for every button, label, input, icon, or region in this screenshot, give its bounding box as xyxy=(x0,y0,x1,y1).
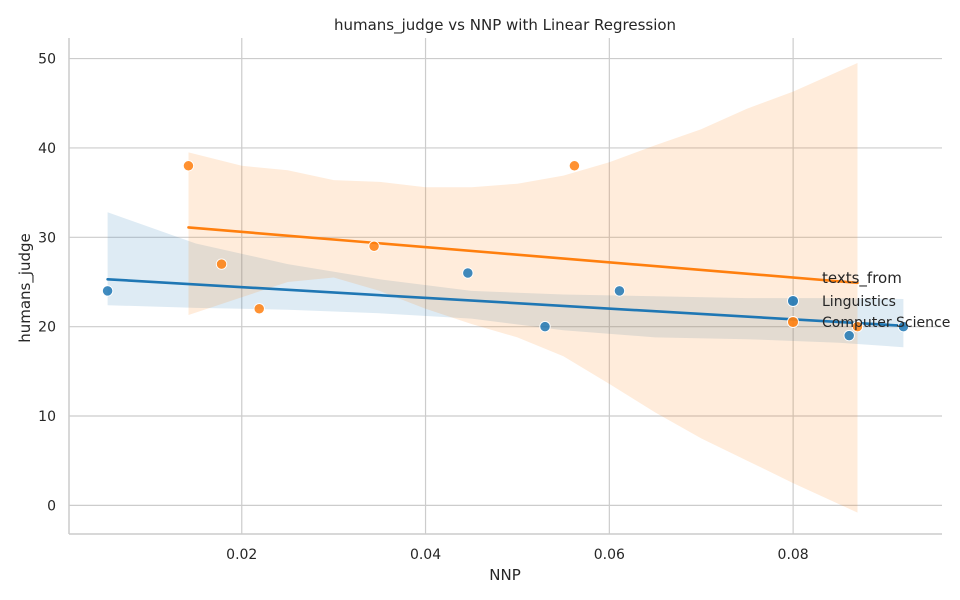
linguistics-data-point xyxy=(539,321,551,333)
tick-labels: 0.02 0.04 0.06 0.08 0 10 20 30 40 50 xyxy=(38,52,809,563)
x-tick-label: 0.08 xyxy=(778,547,809,563)
y-tick-label: 50 xyxy=(38,52,56,68)
legend-label-linguistics: Linguistics xyxy=(822,294,896,310)
computer-science-data-point xyxy=(253,303,265,315)
legend-label-computer-science: Computer Science xyxy=(822,315,950,331)
linguistics-data-point xyxy=(101,285,114,297)
legend-marker-computer-science xyxy=(787,316,799,328)
computer-science-data-point xyxy=(182,160,195,172)
y-tick-label: 10 xyxy=(38,409,56,425)
x-tick-label: 0.06 xyxy=(594,547,625,563)
computer-science-data-point xyxy=(568,160,581,172)
linguistics-data-point xyxy=(897,321,910,333)
computer-science-data-point xyxy=(215,258,228,270)
y-tick-label: 30 xyxy=(38,230,56,246)
chart-title: humans_judge vs NNP with Linear Regressi… xyxy=(334,16,676,35)
y-tick-label: 40 xyxy=(38,141,56,157)
computer-science-regression-line xyxy=(187,226,859,285)
y-tick-label: 0 xyxy=(47,498,56,514)
computer-science-data-point xyxy=(368,240,380,252)
axes-spines xyxy=(68,38,942,535)
legend-marker-linguistics xyxy=(787,295,799,307)
linguistics-data-point xyxy=(843,329,855,342)
regression-lines xyxy=(106,226,905,328)
y-axis-label: humans_judge xyxy=(16,233,35,343)
legend-title: texts_from xyxy=(822,269,902,288)
computer-science-confidence-band xyxy=(188,63,858,513)
x-tick-label: 0.02 xyxy=(226,547,257,563)
grid xyxy=(69,38,942,534)
x-tick-label: 0.04 xyxy=(410,547,441,563)
scatter-points xyxy=(101,160,910,342)
x-axis-label: NNP xyxy=(489,566,521,584)
computer-science-data-point xyxy=(851,321,864,333)
linguistics-regression-line xyxy=(106,277,905,328)
linguistics-data-point xyxy=(462,267,474,279)
linguistics-data-point xyxy=(613,285,626,297)
legend: texts_from Linguistics Computer Science xyxy=(787,269,950,331)
y-tick-label: 20 xyxy=(38,320,56,336)
confidence-bands xyxy=(107,63,904,513)
